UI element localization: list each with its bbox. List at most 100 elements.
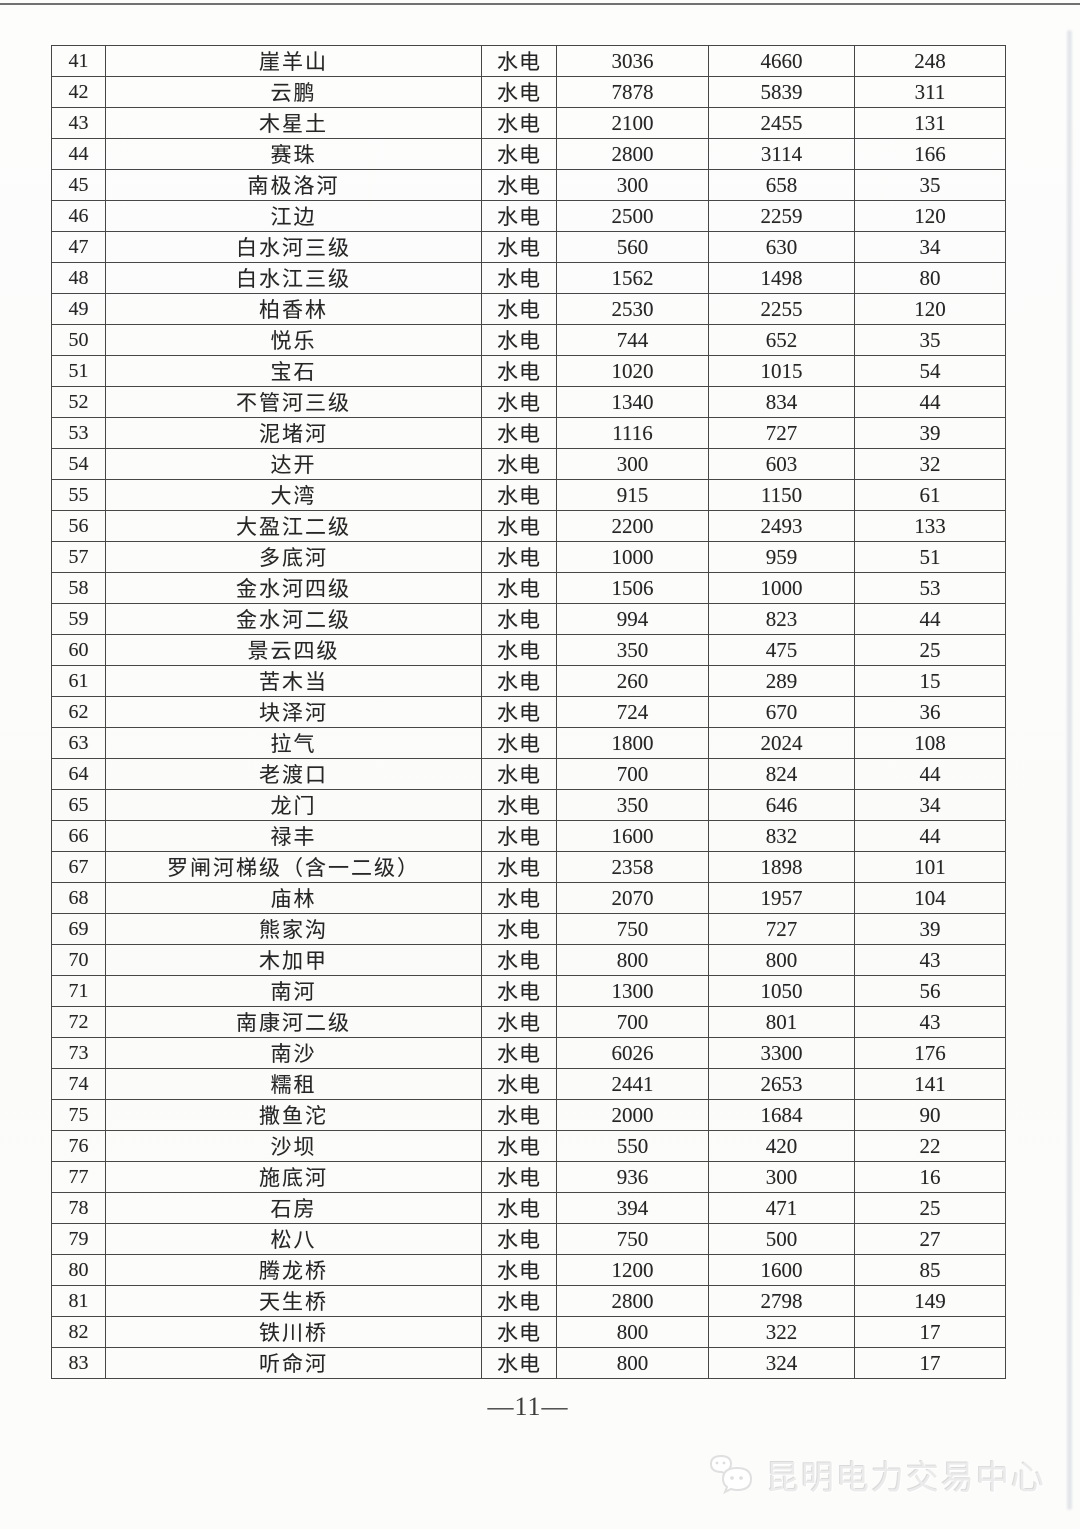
row-number-cell: 75 <box>51 1099 106 1131</box>
row-number-cell: 45 <box>51 169 106 201</box>
table-row: 59 金水河二级 水电 994 823 44 <box>51 603 1006 635</box>
row-number-cell: 61 <box>51 665 106 697</box>
table-row: 52 不管河三级 水电 1340 834 44 <box>51 386 1006 418</box>
value2-cell: 500 <box>708 1223 855 1255</box>
value2-cell: 1684 <box>708 1099 855 1131</box>
plant-name-cell: 苦木当 <box>105 665 482 697</box>
plant-name-cell: 金水河二级 <box>105 603 482 635</box>
value2-cell: 603 <box>708 448 855 480</box>
value3-cell: 53 <box>854 572 1006 604</box>
row-number-cell: 55 <box>51 479 106 511</box>
table-row: 55 大湾 水电 915 1150 61 <box>51 479 1006 511</box>
plant-type-cell: 水电 <box>481 634 557 666</box>
value3-cell: 54 <box>854 355 1006 387</box>
table-row: 46 江边 水电 2500 2259 120 <box>51 200 1006 232</box>
value1-cell: 700 <box>556 758 709 790</box>
value1-cell: 1300 <box>556 975 709 1007</box>
row-number-cell: 71 <box>51 975 106 1007</box>
value2-cell: 670 <box>708 696 855 728</box>
value1-cell: 260 <box>556 665 709 697</box>
value2-cell: 801 <box>708 1006 855 1038</box>
plant-type-cell: 水电 <box>481 944 557 976</box>
plant-name-cell: 松八 <box>105 1223 482 1255</box>
value3-cell: 85 <box>854 1254 1006 1286</box>
plant-type-cell: 水电 <box>481 1006 557 1038</box>
value2-cell: 471 <box>708 1192 855 1224</box>
table-row: 62 块泽河 水电 724 670 36 <box>51 696 1006 728</box>
plant-name-cell: 块泽河 <box>105 696 482 728</box>
value3-cell: 176 <box>854 1037 1006 1069</box>
table-row: 51 宝石 水电 1020 1015 54 <box>51 355 1006 387</box>
value3-cell: 44 <box>854 820 1006 852</box>
value2-cell: 324 <box>708 1347 855 1379</box>
value3-cell: 133 <box>854 510 1006 542</box>
row-number-cell: 76 <box>51 1130 106 1162</box>
table-row: 77 施底河 水电 936 300 16 <box>51 1161 1006 1193</box>
row-number-cell: 54 <box>51 448 106 480</box>
value2-cell: 1600 <box>708 1254 855 1286</box>
row-number-cell: 43 <box>51 107 106 139</box>
plant-name-cell: 庙林 <box>105 882 482 914</box>
row-number-cell: 63 <box>51 727 106 759</box>
plant-type-cell: 水电 <box>481 1347 557 1379</box>
plant-type-cell: 水电 <box>481 1037 557 1069</box>
table-row: 83 听命河 水电 800 324 17 <box>51 1347 1006 1379</box>
plant-name-cell: 天生桥 <box>105 1285 482 1317</box>
value1-cell: 2530 <box>556 293 709 325</box>
plant-name-cell: 拉气 <box>105 727 482 759</box>
value3-cell: 34 <box>854 231 1006 263</box>
plant-type-cell: 水电 <box>481 169 557 201</box>
value3-cell: 166 <box>854 138 1006 170</box>
table-row: 64 老渡口 水电 700 824 44 <box>51 758 1006 790</box>
row-number-cell: 60 <box>51 634 106 666</box>
row-number-cell: 82 <box>51 1316 106 1348</box>
row-number-cell: 64 <box>51 758 106 790</box>
table-row: 79 松八 水电 750 500 27 <box>51 1223 1006 1255</box>
value1-cell: 744 <box>556 324 709 356</box>
value1-cell: 2100 <box>556 107 709 139</box>
plant-type-cell: 水电 <box>481 417 557 449</box>
value1-cell: 300 <box>556 448 709 480</box>
plant-name-cell: 达开 <box>105 448 482 480</box>
table-row: 75 撒鱼沱 水电 2000 1684 90 <box>51 1099 1006 1131</box>
plant-name-cell: 听命河 <box>105 1347 482 1379</box>
plant-type-cell: 水电 <box>481 293 557 325</box>
value2-cell: 1000 <box>708 572 855 604</box>
value1-cell: 750 <box>556 913 709 945</box>
table-row: 69 熊家沟 水电 750 727 39 <box>51 913 1006 945</box>
value2-cell: 658 <box>708 169 855 201</box>
value2-cell: 1957 <box>708 882 855 914</box>
value1-cell: 2500 <box>556 200 709 232</box>
value2-cell: 824 <box>708 758 855 790</box>
plant-type-cell: 水电 <box>481 727 557 759</box>
value2-cell: 3114 <box>708 138 855 170</box>
plant-type-cell: 水电 <box>481 1161 557 1193</box>
value3-cell: 80 <box>854 262 1006 294</box>
row-number-cell: 56 <box>51 510 106 542</box>
table-row: 68 庙林 水电 2070 1957 104 <box>51 882 1006 914</box>
value1-cell: 1562 <box>556 262 709 294</box>
row-number-cell: 81 <box>51 1285 106 1317</box>
plant-name-cell: 云鹏 <box>105 76 482 108</box>
row-number-cell: 52 <box>51 386 106 418</box>
table-row: 42 云鹏 水电 7878 5839 311 <box>51 76 1006 108</box>
table-row: 44 赛珠 水电 2800 3114 166 <box>51 138 1006 170</box>
plant-type-cell: 水电 <box>481 758 557 790</box>
wechat-icon <box>707 1452 759 1498</box>
value1-cell: 915 <box>556 479 709 511</box>
value3-cell: 17 <box>854 1347 1006 1379</box>
plant-name-cell: 金水河四级 <box>105 572 482 604</box>
plant-name-cell: 泥堵河 <box>105 417 482 449</box>
value1-cell: 750 <box>556 1223 709 1255</box>
value2-cell: 4660 <box>708 45 855 77</box>
row-number-cell: 48 <box>51 262 106 294</box>
plant-name-cell: 大湾 <box>105 479 482 511</box>
plant-name-cell: 沙坝 <box>105 1130 482 1162</box>
value1-cell: 350 <box>556 634 709 666</box>
value3-cell: 108 <box>854 727 1006 759</box>
plant-type-cell: 水电 <box>481 231 557 263</box>
value2-cell: 2653 <box>708 1068 855 1100</box>
plant-type-cell: 水电 <box>481 1192 557 1224</box>
value2-cell: 5839 <box>708 76 855 108</box>
value3-cell: 39 <box>854 913 1006 945</box>
